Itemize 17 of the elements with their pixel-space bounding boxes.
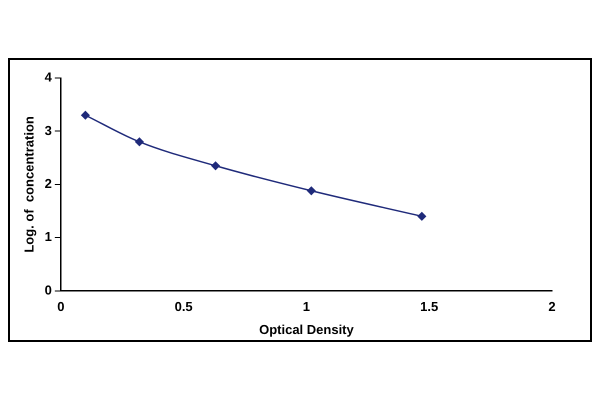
y-tick-label: 2 (44, 176, 52, 191)
x-tick-label: 1 (302, 299, 310, 314)
point (135, 138, 144, 146)
y-axis-title: Log. of concentration (21, 116, 36, 253)
point (81, 110, 90, 120)
point (307, 186, 316, 196)
x-tick-label: 0.5 (174, 299, 193, 314)
point (418, 212, 426, 221)
y-tick-label: 3 (44, 122, 52, 138)
point (211, 162, 220, 170)
x-tick-label: 0 (57, 299, 64, 314)
x-axis-title: Optical Density (259, 322, 354, 337)
y-tick-label: 0 (44, 282, 52, 298)
x-tick-label: 2 (548, 299, 556, 314)
x-tick-label: 1.5 (420, 299, 438, 314)
y-tick-label: 1 (44, 229, 52, 244)
y-tick-label: 4 (44, 70, 53, 85)
